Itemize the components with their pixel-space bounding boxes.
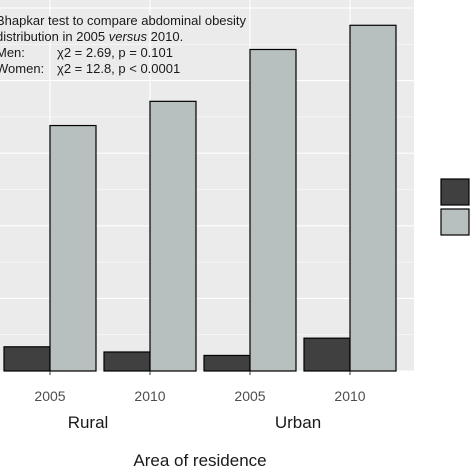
x-tick-label: 2010 xyxy=(334,388,365,404)
bar-light-0 xyxy=(49,124,97,372)
annotation-men-value: χ2 = 2.69, p = 0.101 xyxy=(57,45,173,60)
x-tick-label: 2005 xyxy=(234,388,265,404)
x-tick-label: 2005 xyxy=(34,388,65,404)
bar-dark-1 xyxy=(103,351,151,372)
x-tick-label: 2010 xyxy=(134,388,165,404)
bar-dark-0 xyxy=(3,346,51,372)
annotation-line-1: Bhapkar test to compare abdominal obesit… xyxy=(0,13,247,28)
group-label-urban: Urban xyxy=(275,413,321,432)
bar-dark-2 xyxy=(203,354,251,372)
bar-light-1 xyxy=(149,100,197,372)
x-tick-labels: 2005 2010 2005 2010 xyxy=(34,371,366,404)
bar-light-3 xyxy=(349,24,397,372)
legend-key-dark xyxy=(440,178,470,206)
bar-dark-3 xyxy=(303,337,351,372)
annotation-line-2: distribution in 2005 versus 2010. xyxy=(0,29,183,44)
legend-key-light xyxy=(440,208,470,236)
legend xyxy=(440,178,470,236)
annotation-women-label: Women: xyxy=(0,61,44,76)
bars xyxy=(3,24,397,372)
annotation-men-label: Men: xyxy=(0,45,25,60)
x-axis-title: Area of residence xyxy=(133,451,266,470)
annotation: Bhapkar test to compare abdominal obesit… xyxy=(0,13,247,76)
annotation-women-value: χ2 = 12.8, p < 0.0001 xyxy=(57,61,180,76)
bar-light-2 xyxy=(249,48,297,372)
group-label-rural: Rural xyxy=(68,413,109,432)
